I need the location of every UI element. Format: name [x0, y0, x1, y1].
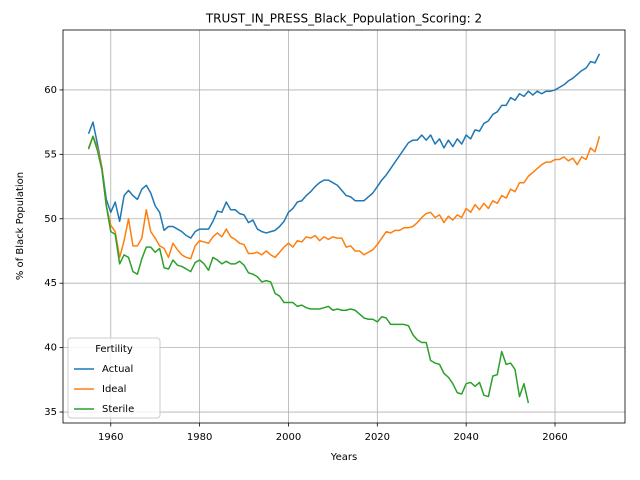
- plot-frame: [62, 29, 626, 424]
- legend-label: Ideal: [102, 384, 126, 395]
- x-tick-label: 1960: [98, 432, 123, 443]
- y-tick-label: 55: [44, 149, 57, 160]
- series-line: [87, 135, 601, 260]
- x-tick-label: 1980: [187, 432, 212, 443]
- y-tick-label: 50: [44, 214, 57, 225]
- series-line: [87, 53, 601, 239]
- chart-title: TRUST_IN_PRESS_Black_Population_Scoring:…: [205, 12, 482, 26]
- x-tick-label: 2020: [365, 432, 390, 443]
- y-tick-label: 45: [44, 278, 57, 289]
- legend-label: Actual: [102, 364, 133, 375]
- y-tick-label: 35: [44, 407, 57, 418]
- x-tick-label: 2000: [276, 432, 301, 443]
- y-tick-label: 60: [44, 85, 57, 96]
- y-axis-label: % of Black Population: [15, 172, 26, 280]
- y-tick-label: 40: [44, 343, 57, 354]
- legend-title: Fertility: [95, 344, 133, 355]
- x-axis-label: Years: [330, 452, 357, 463]
- legend: Fertility Actual Ideal Sterile: [67, 337, 161, 419]
- x-tick-label: 2060: [542, 432, 567, 443]
- x-tick-label: 2040: [453, 432, 478, 443]
- series-line: [87, 135, 530, 404]
- legend-box: [67, 337, 161, 419]
- legend-label: Sterile: [102, 404, 134, 415]
